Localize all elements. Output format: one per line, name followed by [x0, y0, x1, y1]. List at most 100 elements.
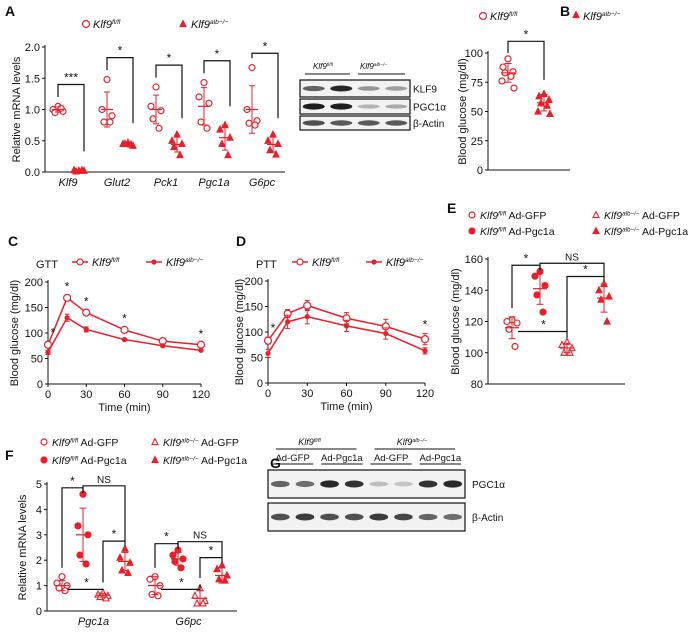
genotype-superscript: alb−/−	[210, 19, 228, 26]
data-point	[76, 551, 84, 559]
legend-marker	[179, 19, 187, 28]
y-tick-label: 200	[245, 276, 263, 288]
band	[270, 480, 290, 488]
significance-label: ***	[64, 71, 78, 85]
significance-label: *	[199, 327, 204, 341]
y-tick-label: 0.0	[25, 167, 40, 179]
data-point	[173, 129, 181, 138]
legend-marker	[296, 258, 304, 266]
genotype-superscript: fl/fl	[111, 257, 120, 264]
series-alb	[265, 309, 428, 358]
panel-label-C: C	[8, 233, 18, 249]
y-tick-label: 0.5	[25, 136, 40, 148]
significance-label: *	[112, 527, 117, 541]
band	[357, 120, 380, 126]
series-alb	[45, 313, 204, 355]
genotype-superscript: alb−/−	[622, 210, 640, 217]
panel-g-western-blot: Klf9fl/fl Klf9alb−/−Ad-GFP Ad-Pgc1a Ad-GFP A…	[267, 437, 505, 532]
legend-d: Klf9fl/fl Klf9alb−/−	[292, 257, 423, 269]
y-tick-label: 150	[25, 303, 43, 315]
legend-marker	[151, 437, 159, 446]
data-point	[176, 150, 184, 159]
y-tick-label: 1.5	[25, 73, 40, 85]
x-tick-label: 60	[340, 388, 352, 400]
y-tick-label: 5	[36, 479, 42, 491]
y-axis-label: Relative mRNA levels	[11, 56, 23, 162]
data-point	[120, 325, 129, 335]
data-point	[82, 308, 91, 317]
legend-e: Klf9fl/fl Ad-GFP Klf9alb−/− Ad-GFPKlf9fl/…	[468, 210, 688, 238]
data-point	[157, 107, 165, 115]
data-point	[535, 91, 543, 100]
panel-label-D: D	[236, 233, 246, 249]
legend-marker	[592, 210, 600, 219]
significance-bracket	[199, 557, 223, 578]
x-tick-label: 90	[380, 388, 392, 400]
data-point	[265, 350, 271, 357]
significance-bracket	[106, 57, 134, 124]
data-point	[64, 315, 70, 321]
x-tick-label: 90	[157, 389, 169, 401]
y-tick-label: 160	[465, 254, 483, 266]
chart-title: PTT	[256, 259, 277, 271]
significance-label: *	[70, 474, 75, 488]
y-tick-label: 4	[36, 504, 42, 516]
data-point	[198, 347, 204, 353]
significance-bracket	[511, 264, 541, 309]
significance-bracket	[539, 262, 605, 277]
significance-label: *	[524, 251, 529, 265]
band	[394, 481, 413, 487]
data-point	[224, 150, 232, 159]
data-point	[205, 99, 213, 107]
data-point	[196, 340, 206, 349]
treatment: Ad-Pgc1a	[78, 455, 127, 467]
legend-label: Klf9fl/fl Ad-GFP	[52, 437, 118, 449]
blot-panel	[299, 115, 411, 131]
data-point	[558, 340, 566, 349]
data-point	[168, 136, 176, 144]
data-point	[96, 592, 104, 601]
legend-marker	[81, 19, 91, 29]
band	[320, 513, 339, 521]
legend-label: Klf9fl/fl	[490, 11, 518, 23]
group-Glut2: * Glut2	[98, 44, 137, 189]
data-point	[215, 574, 223, 583]
y-tick-label: 25	[471, 136, 483, 148]
y-tick-label: 200	[25, 277, 43, 289]
genotype-superscript: alb−/−	[185, 257, 203, 264]
data-point	[272, 149, 280, 158]
blot-row-label: β-Actin	[472, 513, 503, 524]
lane-group-label: Klf9alb−/−	[360, 62, 387, 71]
treatment: Ad-Pgc1a	[506, 226, 555, 238]
x-tick-label: 30	[80, 389, 92, 401]
legend-label: Klf9alb−/− Ad-GFP	[163, 437, 239, 449]
group-G6pc: * G6pc	[243, 39, 282, 189]
data-point	[603, 316, 611, 325]
data-point	[498, 77, 506, 85]
legend-c: Klf9fl/fl Klf9alb−/−	[72, 257, 203, 269]
blot-row-label: PGC1α	[413, 103, 446, 114]
significance-label: *	[84, 295, 89, 309]
legend-a: Klf9fl/fl Klf9alb−/−	[81, 19, 228, 31]
treatment: Ad-GFP	[640, 210, 680, 222]
band	[418, 480, 438, 488]
data-point	[191, 591, 199, 599]
data-point	[74, 522, 82, 530]
significance-label: *	[215, 47, 220, 61]
treatment: Ad-GFP	[78, 437, 118, 449]
x-tick-label: 60	[118, 389, 130, 401]
significance-label: NS	[193, 531, 207, 542]
gene-name: Klf9	[166, 257, 185, 269]
band	[357, 86, 380, 91]
blot-row-label: PGC1α	[472, 480, 505, 491]
legend-marker	[468, 227, 476, 235]
band	[385, 86, 408, 91]
gene-name: Klf9	[93, 19, 112, 31]
band	[344, 513, 364, 521]
y-tick-label: 2	[36, 555, 42, 567]
gene-name: Klf9	[397, 437, 413, 447]
y-tick-label: 2.0	[25, 42, 40, 54]
data-point	[218, 139, 226, 147]
